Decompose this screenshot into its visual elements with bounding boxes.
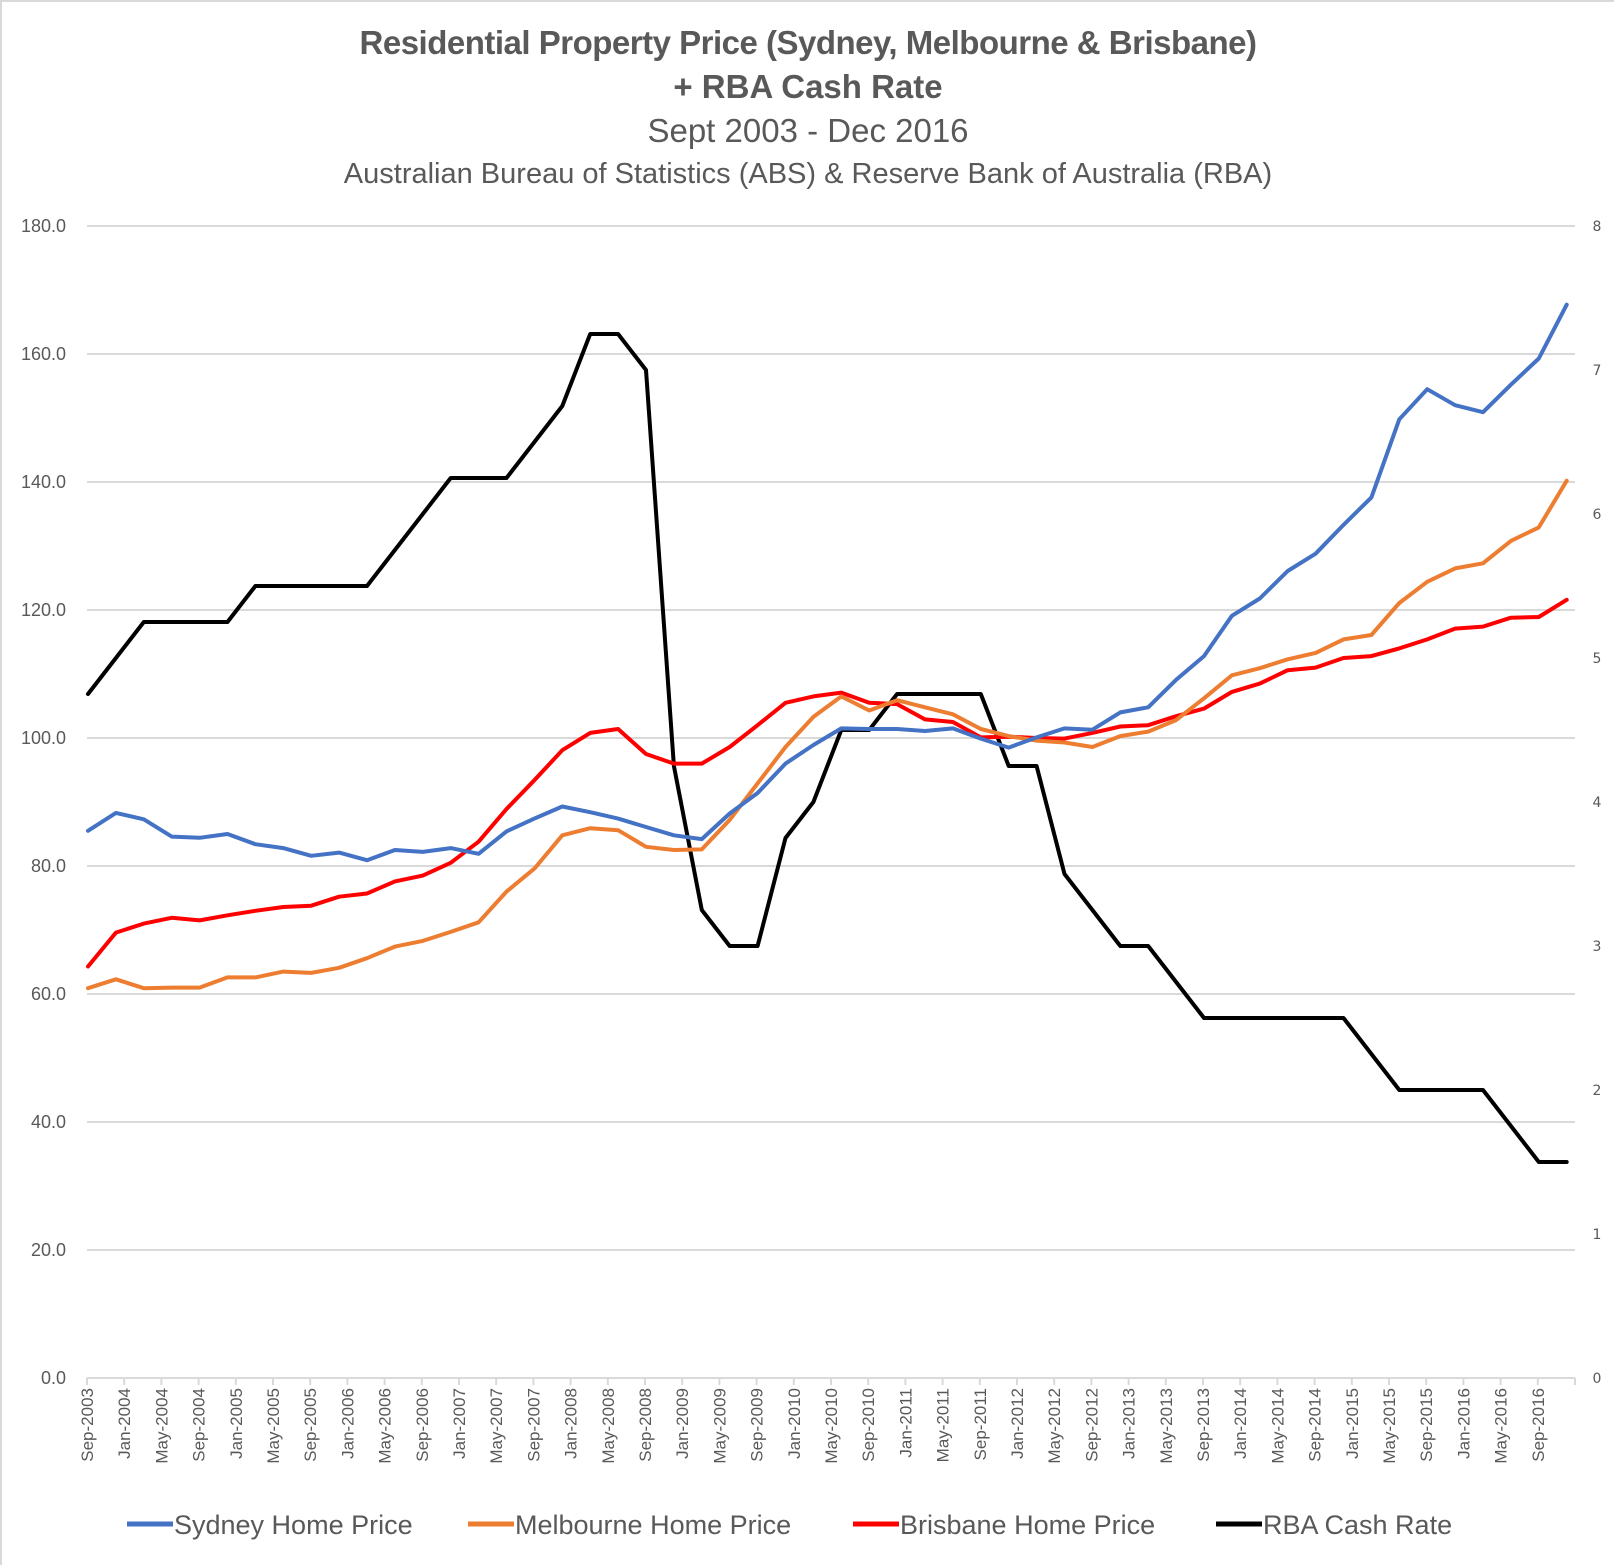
y-right-tick-label: 1 (1593, 1227, 1602, 1243)
x-tick-label: Sep-2004 (190, 1388, 209, 1462)
x-tick-label: Sep-2008 (636, 1388, 655, 1462)
y-left-tick-label: 160.0 (21, 344, 66, 364)
legend-label: Melbourne Home Price (515, 1510, 791, 1540)
x-tick-label: May-2004 (152, 1388, 171, 1464)
x-tick-label: Jan-2005 (227, 1388, 246, 1459)
series-line-brisbane-home-price (86, 597, 1569, 969)
y-right-tick-label: 3 (1593, 939, 1602, 955)
x-tick-label: May-2005 (264, 1388, 283, 1464)
y-right-tick-label: 6 (1593, 507, 1602, 523)
y-left-tick-label: 140.0 (21, 472, 66, 492)
y-left-tick-label: 100.0 (21, 728, 66, 748)
x-tick-label: Jan-2010 (785, 1388, 804, 1459)
x-tick-label: Jan-2014 (1231, 1388, 1250, 1459)
x-tick-label: Jan-2007 (450, 1388, 469, 1459)
x-tick-label: Sep-2010 (859, 1388, 878, 1462)
x-tick-label: May-2015 (1380, 1388, 1399, 1464)
x-tick-label: Jan-2012 (1008, 1388, 1027, 1459)
x-tick-label: May-2007 (487, 1388, 506, 1464)
y-left-tick-label: 20.0 (31, 1240, 66, 1260)
x-tick-label: Sep-2013 (1194, 1388, 1213, 1462)
y-right-tick-label: 8 (1593, 219, 1602, 235)
x-tick-label: Sep-2015 (1417, 1388, 1436, 1462)
y-left-tick-label: 120.0 (21, 600, 66, 620)
x-tick-label: May-2012 (1045, 1388, 1064, 1464)
x-tick-label: Sep-2014 (1306, 1388, 1325, 1462)
y-right-tick-label: 7 (1593, 363, 1602, 379)
legend-label: RBA Cash Rate (1263, 1510, 1452, 1540)
x-tick-label: May-2014 (1268, 1388, 1287, 1464)
x-tick-label: May-2010 (822, 1388, 841, 1464)
x-tick-label: Jan-2016 (1454, 1388, 1473, 1459)
x-tick-label: May-2008 (599, 1388, 618, 1464)
x-tick-label: May-2009 (710, 1388, 729, 1464)
legend-label: Brisbane Home Price (900, 1510, 1155, 1540)
x-tick-label: Jan-2011 (896, 1388, 915, 1458)
y-axis-left: 0.0 20.0 40.0 60.0 80.0 100.0 120.0 140.0 160.0 1… (21, 216, 66, 1388)
x-tick-label: May-2006 (376, 1388, 395, 1464)
legend: Sydney Home Price Melbourne Home Price Bri… (127, 1510, 1452, 1540)
x-tick-label: Jan-2008 (562, 1388, 581, 1459)
y-left-tick-label: 80.0 (31, 856, 66, 876)
x-axis: Sep-2003 Jan-2004 May-2004 Sep-2004 Jan-2005… (78, 1377, 1576, 1464)
y-right-tick-label: 4 (1593, 795, 1602, 811)
series-line-sydney-home-price (86, 302, 1569, 863)
x-tick-label: Sep-2005 (301, 1388, 320, 1462)
x-tick-label: Sep-2003 (78, 1388, 97, 1462)
x-tick-label: Jan-2004 (115, 1388, 134, 1459)
series-lines (86, 302, 1569, 1164)
x-tick-label: Sep-2009 (748, 1388, 767, 1462)
series-line-rba-cash-rate (86, 332, 1569, 1164)
chart-subtitle: Sept 2003 - Dec 2016 (647, 112, 969, 149)
x-tick-label: May-2016 (1492, 1388, 1511, 1464)
chart-title: Residential Property Price (Sydney, Melb… (359, 24, 1257, 61)
chart-title-line2: + RBA Cash Rate (673, 68, 943, 105)
y-axis-right: 0 1 2 3 4 5 6 7 8 (1593, 219, 1602, 1387)
y-right-tick-label: 2 (1593, 1083, 1602, 1099)
y-left-tick-label: 40.0 (31, 1112, 66, 1132)
series-line-melbourne-home-price (86, 478, 1569, 991)
x-tick-label: Jan-2009 (673, 1388, 692, 1459)
x-tick-label: Jan-2015 (1343, 1388, 1362, 1459)
chart-source: Australian Bureau of Statistics (ABS) & … (343, 158, 1273, 190)
x-tick-label: May-2011 (934, 1388, 953, 1462)
y-right-tick-label: 0 (1593, 1371, 1602, 1387)
x-tick-label: Sep-2016 (1529, 1388, 1548, 1462)
y-left-tick-label: 180.0 (21, 216, 66, 236)
x-tick-label: Sep-2012 (1082, 1388, 1101, 1462)
gridlines (87, 225, 1575, 1251)
x-tick-label: Jan-2006 (338, 1388, 357, 1459)
x-tick-label: Sep-2011 (971, 1388, 990, 1460)
y-left-tick-label: 60.0 (31, 984, 66, 1004)
y-right-tick-label: 5 (1593, 651, 1602, 667)
x-tick-label: May-2013 (1157, 1388, 1176, 1464)
legend-label: Sydney Home Price (174, 1510, 413, 1540)
x-tick-label: Jan-2013 (1120, 1388, 1139, 1459)
x-tick-label: Sep-2006 (413, 1388, 432, 1462)
y-left-tick-label: 0.0 (41, 1368, 66, 1388)
x-tick-label: Sep-2007 (524, 1388, 543, 1462)
